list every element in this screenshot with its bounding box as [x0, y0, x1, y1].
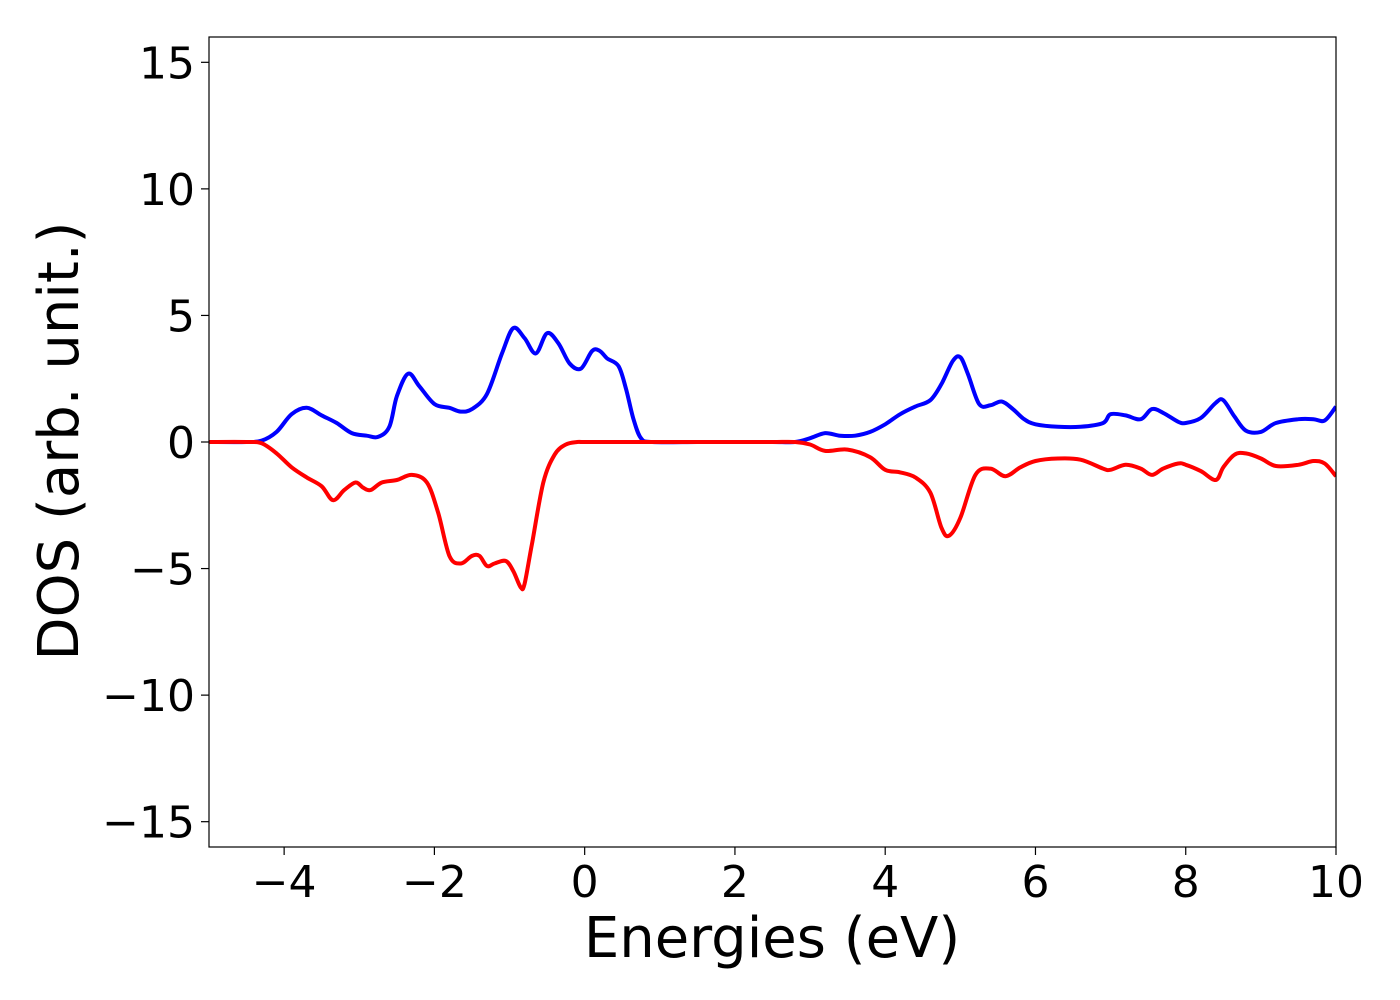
x-tick-label: 4 [871, 857, 899, 908]
x-tick-label: 8 [1172, 857, 1200, 908]
y-axis-label: DOS (arb. unit.) [27, 221, 92, 660]
series-line-blue [209, 325, 1336, 445]
series-layer [209, 325, 1336, 592]
x-axis-label: Energies (eV) [584, 906, 960, 971]
y-axis: 15 10 5 0 −5 −10 −15 [102, 38, 209, 849]
y-tick-label: −5 [130, 545, 195, 596]
series-line-red [209, 439, 1336, 592]
y-tick-label: −10 [102, 671, 195, 722]
x-axis: −4 −2 0 2 4 6 8 10 [252, 847, 1364, 908]
x-tick-label: −4 [252, 857, 317, 908]
y-tick-label: −15 [102, 798, 195, 849]
y-tick-label: 0 [167, 418, 195, 469]
x-tick-label: −2 [402, 857, 467, 908]
x-tick-label: 10 [1308, 857, 1364, 908]
y-tick-label: 10 [139, 165, 195, 216]
y-tick-label: 15 [139, 38, 195, 89]
x-tick-label: 0 [571, 857, 599, 908]
x-tick-label: 6 [1021, 857, 1049, 908]
y-tick-label: 5 [167, 291, 195, 342]
x-tick-label: 2 [721, 857, 749, 908]
